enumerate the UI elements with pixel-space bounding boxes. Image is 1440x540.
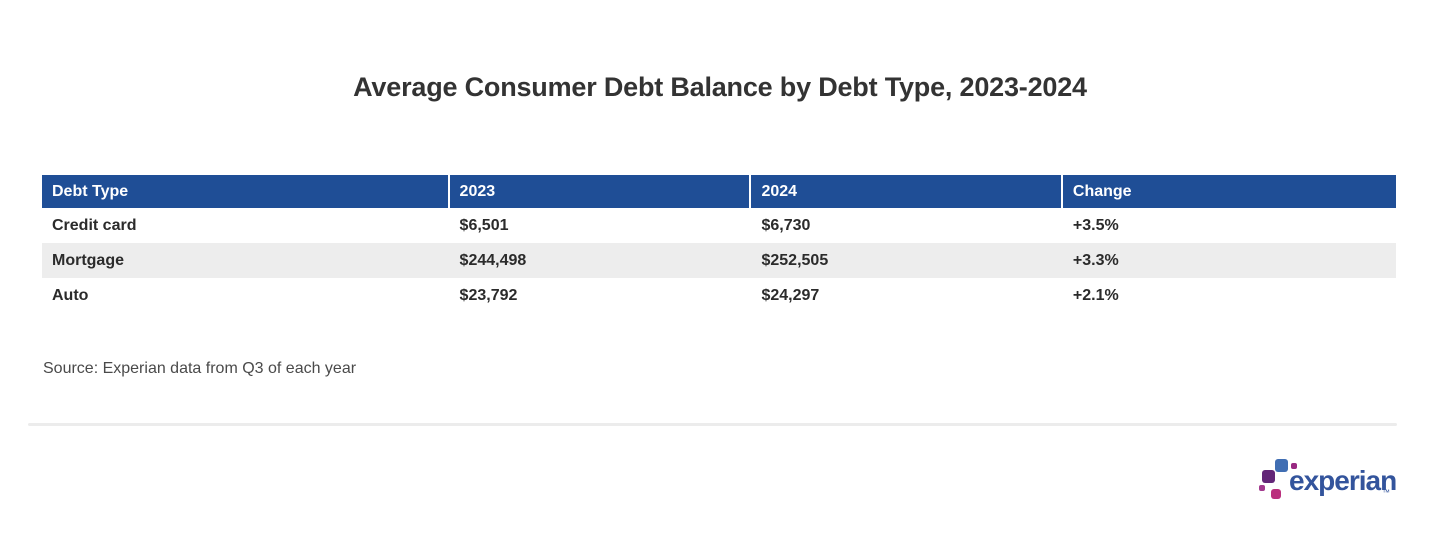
- cell-debt-type: Auto: [52, 286, 89, 304]
- column-header-2023: 2023: [449, 175, 752, 208]
- table-row-auto: Auto $23,792 $24,297 +2.1%: [42, 278, 1396, 313]
- logo-square-magenta-icon: [1291, 463, 1297, 469]
- table-row-mortgage: Mortgage $244,498 $252,505 +3.3%: [42, 243, 1396, 278]
- logo-square-violet-icon: [1259, 485, 1265, 491]
- trademark-symbol: ™: [1382, 488, 1390, 497]
- logo-square-blue-icon: [1275, 459, 1288, 472]
- experian-logo: experian ™: [1256, 448, 1406, 513]
- column-header-debt-type: Debt Type: [42, 175, 450, 208]
- page-title: Average Consumer Debt Balance by Debt Ty…: [353, 72, 1087, 102]
- cell-2024-value: $24,297: [761, 286, 820, 304]
- experian-wordmark: experian: [1289, 465, 1397, 496]
- cell-2024-value: $6,730: [761, 216, 811, 234]
- debt-balance-table: Debt Type 2023 2024 Change Credit card $…: [42, 175, 1396, 313]
- cell-2023-value: $244,498: [459, 251, 527, 269]
- cell-2024-value: $252,505: [761, 251, 829, 269]
- cell-2023-value: $23,792: [459, 286, 518, 304]
- cell-debt-type: Credit card: [52, 216, 137, 234]
- footer-divider: [28, 423, 1397, 426]
- table-header-row: Debt Type 2023 2024 Change: [42, 175, 1396, 208]
- cell-2023-value: $6,501: [459, 216, 509, 234]
- logo-square-purple-icon: [1262, 470, 1275, 483]
- column-header-change: Change: [1062, 175, 1396, 208]
- column-header-2024: 2024: [751, 175, 1063, 208]
- cell-debt-type: Mortgage: [52, 251, 124, 269]
- cell-change-value: +3.3%: [1072, 251, 1119, 269]
- cell-change-value: +3.5%: [1072, 216, 1119, 234]
- logo-square-pink-icon: [1271, 489, 1281, 499]
- table-row-credit-card: Credit card $6,501 $6,730 +3.5%: [42, 208, 1396, 243]
- cell-change-value: +2.1%: [1072, 286, 1119, 304]
- source-note: Source: Experian data from Q3 of each ye…: [43, 360, 357, 377]
